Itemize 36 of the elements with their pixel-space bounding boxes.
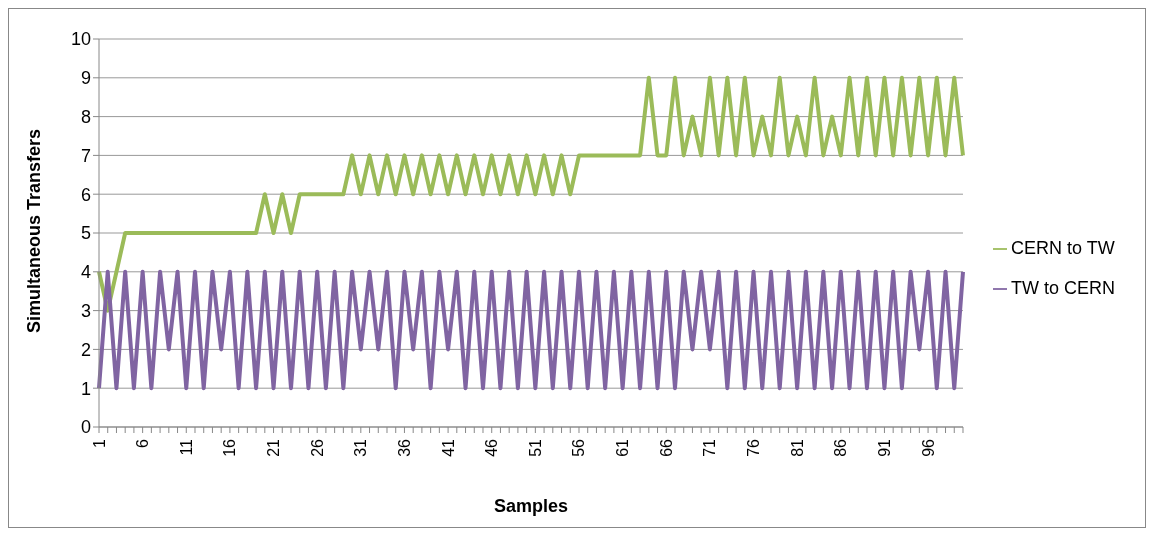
line-series: [97, 75, 965, 313]
y-tick-label: 9: [80, 68, 91, 89]
x-tick-label: 21: [265, 438, 283, 457]
x-tick-label: 76: [745, 438, 763, 457]
x-tick-label: 36: [395, 438, 413, 457]
y-tick-label: 4: [80, 262, 91, 283]
x-tick-label: 96: [919, 438, 937, 457]
x-tick-label: 31: [352, 438, 370, 457]
x-axis-title: Samples: [493, 496, 569, 516]
y-tick-label: 8: [80, 106, 91, 127]
y-tick-label: 5: [80, 223, 91, 244]
y-axis-title: Simultaneous Transfers: [24, 128, 45, 333]
x-tick-label: 26: [308, 438, 326, 457]
x-tick-label: 61: [614, 438, 632, 457]
x-tick-label: 81: [788, 438, 806, 457]
x-tick-label: 51: [526, 438, 544, 457]
legend-label: CERN to TW: [1010, 238, 1115, 258]
x-tick-label: 56: [570, 438, 588, 457]
y-tick-label: 1: [80, 378, 91, 399]
y-tick-label: 10: [70, 29, 91, 50]
x-tick-label: 11: [177, 438, 195, 456]
x-tick-label: 71: [701, 438, 719, 457]
legend-label: TW to CERN: [1010, 278, 1115, 298]
y-tick-label: 6: [80, 184, 91, 205]
y-tick-label: 2: [80, 339, 91, 360]
y-tick-label: 7: [80, 145, 91, 166]
x-tick-label: 46: [483, 438, 501, 457]
x-tick-label: 86: [832, 438, 850, 457]
x-tick-label: 41: [439, 438, 457, 457]
x-tick-label: 6: [134, 438, 152, 448]
y-tick-label: 3: [80, 300, 91, 321]
x-tick-label: 16: [221, 438, 239, 457]
x-tick-label: 66: [657, 438, 675, 457]
y-tick-label: 0: [80, 417, 91, 438]
x-tick-label: 91: [875, 438, 893, 457]
x-tick-label: 1: [90, 438, 108, 448]
